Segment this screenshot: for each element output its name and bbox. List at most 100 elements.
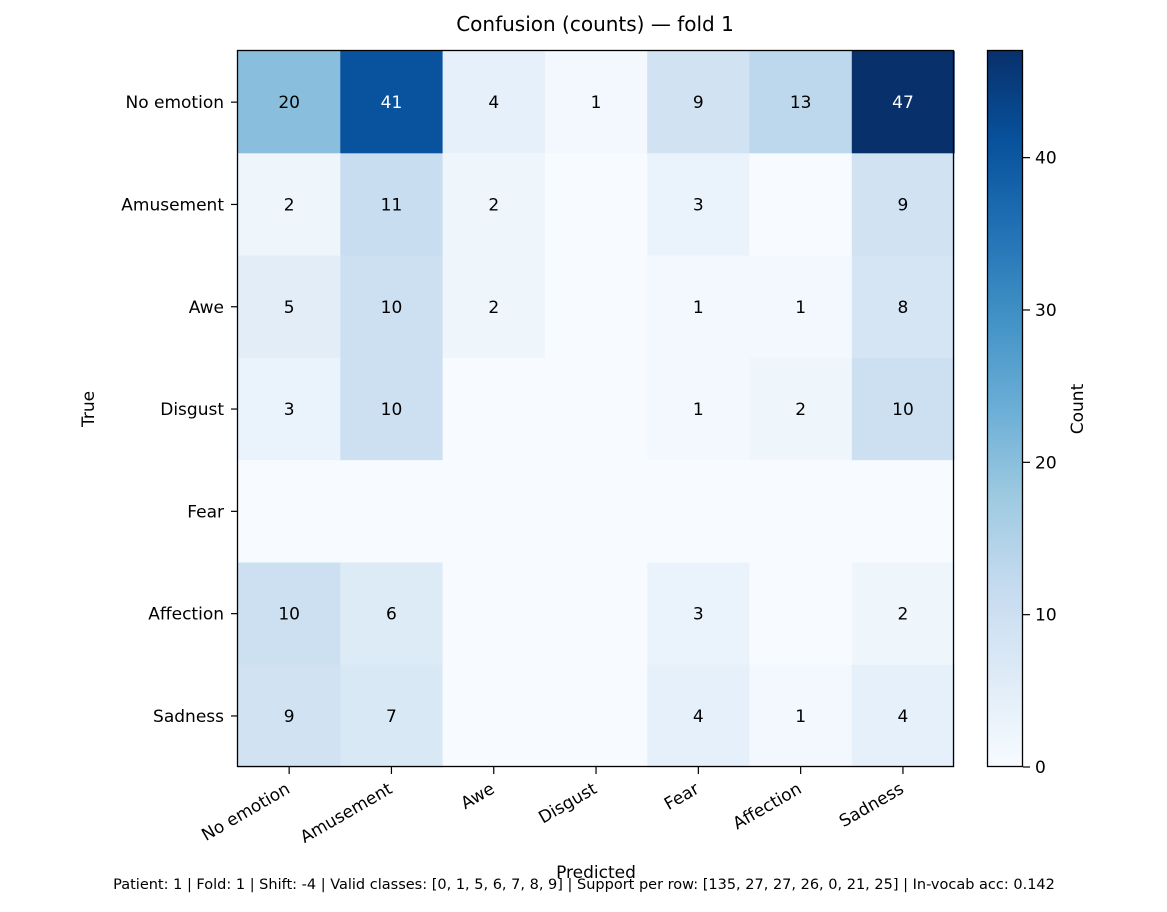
y-tick-label: Sadness [153, 707, 224, 727]
cell-value-label: 10 [278, 605, 300, 625]
cell-value-label: 10 [892, 400, 914, 420]
y-tick-label: No emotion [125, 93, 224, 113]
cell-value-label: 7 [386, 707, 397, 727]
heatmap-cell-4-4 [647, 460, 751, 564]
heatmap-cell-5-6 [851, 562, 955, 666]
heatmap-cell-6-5 [749, 664, 853, 768]
heatmap-cell-6-0 [238, 664, 341, 768]
cell-value-label: 10 [381, 298, 403, 318]
colorbar-tick-label: 0 [1035, 758, 1046, 778]
heatmap-cell-0-0 [238, 51, 341, 154]
heatmap-cell-1-0 [238, 153, 341, 257]
colorbar [986, 49, 1024, 768]
cell-value-label: 4 [693, 707, 704, 727]
heatmap-cell-4-2 [442, 460, 546, 564]
cell-value-label: 1 [591, 93, 602, 113]
cell-value-label: 11 [381, 195, 403, 215]
cell-value-label: 2 [898, 605, 909, 625]
heatmap-cell-4-0 [238, 460, 341, 564]
cell-value-label: 13 [790, 93, 812, 113]
x-tick-label: Amusement [297, 779, 396, 848]
heatmap-cell-4-6 [851, 460, 955, 564]
cell-value-label: 1 [795, 707, 806, 727]
heatmap-cell-1-2 [442, 153, 546, 257]
y-tick-label: Awe [189, 298, 224, 318]
x-tick-label: Disgust [535, 779, 601, 828]
heatmap-cell-2-4 [647, 255, 751, 359]
colorbar-tick-label: 40 [1035, 149, 1057, 169]
heatmap-cell-5-1 [340, 562, 444, 666]
heatmap-cell-2-5 [749, 255, 853, 359]
heatmap-cell-0-4 [647, 51, 751, 154]
heatmap-cell-5-4 [647, 562, 751, 666]
cell-value-label: 5 [284, 298, 295, 318]
colorbar-axis: 0 10 20 30 40 [1023, 149, 1057, 778]
cell-value-label: 2 [488, 195, 499, 215]
x-axis: No emotion Amusement Awe Disgust Fear Affecti… [198, 767, 908, 848]
colorbar-tick-label: 20 [1035, 453, 1057, 473]
x-tick-label: Sadness [836, 779, 908, 832]
y-axis: No emotion Amusement Awe Disgust Fear Affecti… [121, 93, 238, 727]
cell-value-label: 9 [898, 195, 909, 215]
cell-value-label: 3 [693, 605, 704, 625]
cell-value-label: 6 [386, 605, 397, 625]
heatmap-cell-3-3 [544, 357, 648, 461]
cell-value-label: 3 [693, 195, 704, 215]
heatmap-cell-3-0 [238, 357, 341, 461]
heatmap-cell-4-3 [544, 460, 648, 564]
heatmap-cell-5-2 [442, 562, 546, 666]
heatmap-cell-0-2 [442, 51, 546, 154]
heatmap-cell-6-3 [544, 664, 648, 768]
heatmap-cell-3-6 [851, 357, 955, 461]
heatmap-cell-2-6 [851, 255, 955, 359]
cell-value-label: 1 [693, 298, 704, 318]
cell-value-label: 10 [381, 400, 403, 420]
heatmap-cell-5-5 [749, 562, 853, 666]
heatmap-cell-6-2 [442, 664, 546, 768]
x-tick-label: Awe [458, 779, 499, 814]
cell-value-label: 2 [284, 195, 295, 215]
y-axis-label: True [79, 391, 99, 428]
heatmap-cell-2-1 [340, 255, 444, 359]
x-axis-label: Predicted [556, 863, 636, 883]
colorbar-label: Count [1068, 383, 1088, 434]
colorbar-tick-label: 30 [1035, 301, 1057, 321]
heatmap-cell-1-1 [340, 153, 444, 257]
chart-title: Confusion (counts) — fold 1 [456, 12, 734, 36]
heatmap-cell-5-0 [238, 562, 341, 666]
heatmap-cell-1-6 [851, 153, 955, 257]
heatmap-cell-1-4 [647, 153, 751, 257]
heatmap-cell-6-6 [851, 664, 955, 768]
x-tick-label: Affection [730, 779, 806, 834]
heatmap-cell-1-5 [749, 153, 853, 257]
heatmap-cell-2-0 [238, 255, 341, 359]
y-tick-label: Amusement [121, 195, 224, 215]
heatmap-cell-0-5 [749, 51, 853, 154]
cell-value-label: 1 [693, 400, 704, 420]
colorbar-tick-label: 10 [1035, 606, 1057, 626]
cell-value-label: 1 [795, 298, 806, 318]
cell-value-label: 47 [892, 93, 914, 113]
heatmap-cell-0-1 [340, 51, 444, 154]
cell-value-label: 2 [488, 298, 499, 318]
footnote: Patient: 1 | Fold: 1 | Shift: -4 | Valid… [113, 877, 1055, 893]
heatmap-cell-0-6 [851, 51, 955, 154]
heatmap-cell-3-5 [749, 357, 853, 461]
cell-value-label: 9 [284, 707, 295, 727]
heatmap-cell-2-3 [544, 255, 648, 359]
cell-value-label: 8 [898, 298, 909, 318]
heatmap-cell-3-2 [442, 357, 546, 461]
cell-value-label: 9 [693, 93, 704, 113]
heatmap-cell-0-3 [544, 51, 648, 154]
heatmap-cell-6-1 [340, 664, 444, 768]
y-tick-label: Fear [187, 502, 224, 522]
y-tick-label: Affection [148, 605, 224, 625]
cell-value-label: 3 [284, 400, 295, 420]
heatmap-cell-2-2 [442, 255, 546, 359]
heatmap-cell-3-4 [647, 357, 751, 461]
heatmap-cell-1-3 [544, 153, 648, 257]
cell-value-label: 4 [488, 93, 499, 113]
